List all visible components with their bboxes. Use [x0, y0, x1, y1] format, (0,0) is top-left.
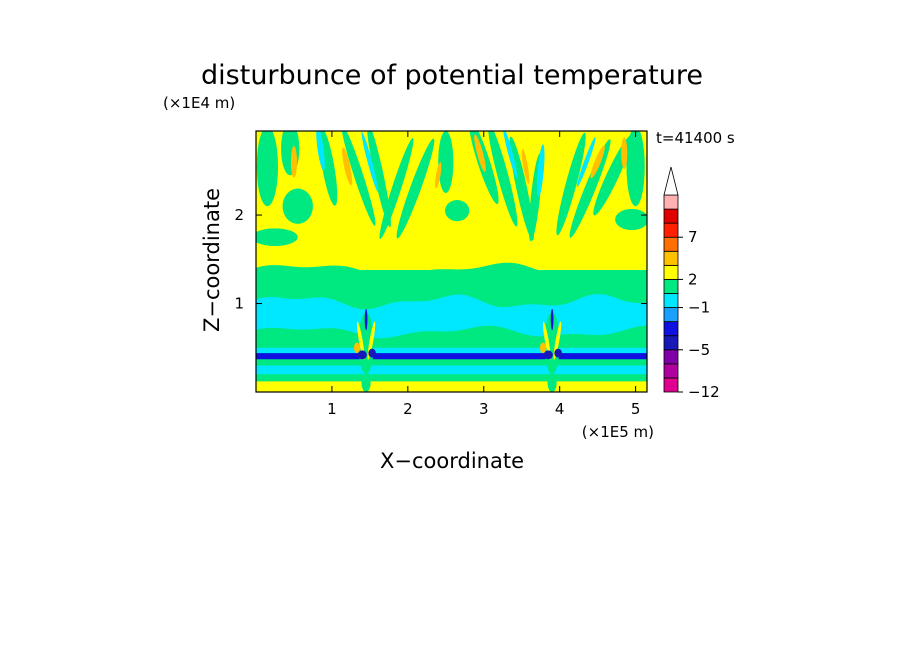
x-tick-label: 1: [327, 400, 337, 418]
colorbar-tick-label: 7: [688, 228, 698, 246]
wave-patch: [474, 134, 486, 172]
wave-patch: [569, 139, 611, 238]
wave-patch: [615, 208, 647, 231]
wave-patch: [379, 138, 414, 240]
wave-patch: [445, 200, 470, 222]
wave-patch: [368, 348, 376, 358]
wave-patch: [543, 350, 553, 360]
colorbar-swatch: [663, 335, 679, 351]
wave-patch: [434, 162, 442, 189]
wave-patch: [256, 228, 298, 247]
wave-patch: [356, 321, 365, 360]
wave-patch: [554, 348, 562, 358]
wave-patch: [341, 131, 376, 226]
x-tick-label: 5: [631, 400, 641, 418]
wave-patch: [438, 131, 454, 193]
colorbar-swatch: [663, 194, 679, 210]
plot-frame: [255, 130, 648, 393]
y-axis: 12: [234, 206, 647, 313]
colorbar-extend-arrow: [663, 166, 679, 196]
x-axis-label: X−coordinate: [380, 449, 524, 473]
wave-patch: [367, 131, 391, 228]
y-tick-label: 2: [234, 206, 244, 224]
y-axis-label: Z−coordinate: [200, 188, 224, 332]
colorbar-swatch: [663, 321, 679, 337]
wave-patch: [556, 132, 586, 236]
colorbar-swatch: [663, 307, 679, 323]
colorbar-swatch: [663, 264, 679, 280]
wave-patch: [282, 188, 313, 224]
colorbar-tick-label: 2: [688, 270, 698, 288]
wave-patch: [318, 131, 338, 206]
wave-patch: [621, 137, 628, 170]
wave-patch: [357, 350, 367, 360]
wave-patch: [550, 308, 554, 331]
wave-patch: [316, 131, 325, 171]
wave-patch: [256, 131, 279, 207]
colorbar-swatch: [663, 377, 679, 393]
colorbar-swatch: [663, 293, 679, 308]
wave-patch: [626, 131, 645, 207]
wave-patch: [590, 145, 605, 179]
wave-patch: [503, 131, 518, 179]
colorbar-tick-label: −1: [688, 299, 710, 317]
wave-patch: [364, 308, 368, 331]
colorbar: 7 2 −1 −5 −12: [663, 166, 720, 401]
wave-patch: [547, 374, 557, 392]
wave-patch: [536, 144, 545, 198]
y-tick-label: 1: [234, 295, 244, 313]
x-unit-label: (×1E5 m): [582, 423, 654, 441]
wave-patch: [396, 138, 435, 239]
plot-area: [256, 131, 647, 392]
chart-title: disturbunce of potential temperature: [201, 60, 703, 91]
wave-patch: [521, 148, 530, 184]
x-axis: 1 2 3 4 5: [327, 131, 640, 418]
colorbar-swatch: [663, 349, 679, 365]
colorbar-tick-label: −5: [688, 341, 710, 359]
wave-patch: [361, 374, 371, 392]
x-tick-label: 2: [403, 400, 413, 418]
colorbar-swatch: [663, 279, 679, 294]
wave-patch: [509, 136, 534, 241]
wave-patch: [353, 342, 361, 354]
colorbar-swatch: [663, 236, 679, 252]
colorbar-swatch: [663, 250, 679, 266]
wave-patch: [539, 342, 547, 354]
x-tick-label: 4: [555, 400, 565, 418]
y-unit-label: (×1E4 m): [163, 94, 235, 112]
x-tick-label: 3: [479, 400, 489, 418]
wave-patch: [576, 137, 596, 187]
time-label: t=41400 s: [656, 129, 735, 147]
band-edge: [256, 381, 647, 392]
colorbar-swatch: [663, 222, 679, 238]
wave-patch: [290, 146, 297, 178]
colorbar-tick-label: −12: [688, 383, 720, 401]
colorbar-swatch: [663, 208, 679, 224]
colorbar-swatch: [663, 363, 679, 379]
wave-patch: [542, 321, 551, 360]
wave-patch: [342, 147, 353, 186]
wave-patch: [488, 131, 518, 227]
wave-patch: [361, 132, 379, 192]
